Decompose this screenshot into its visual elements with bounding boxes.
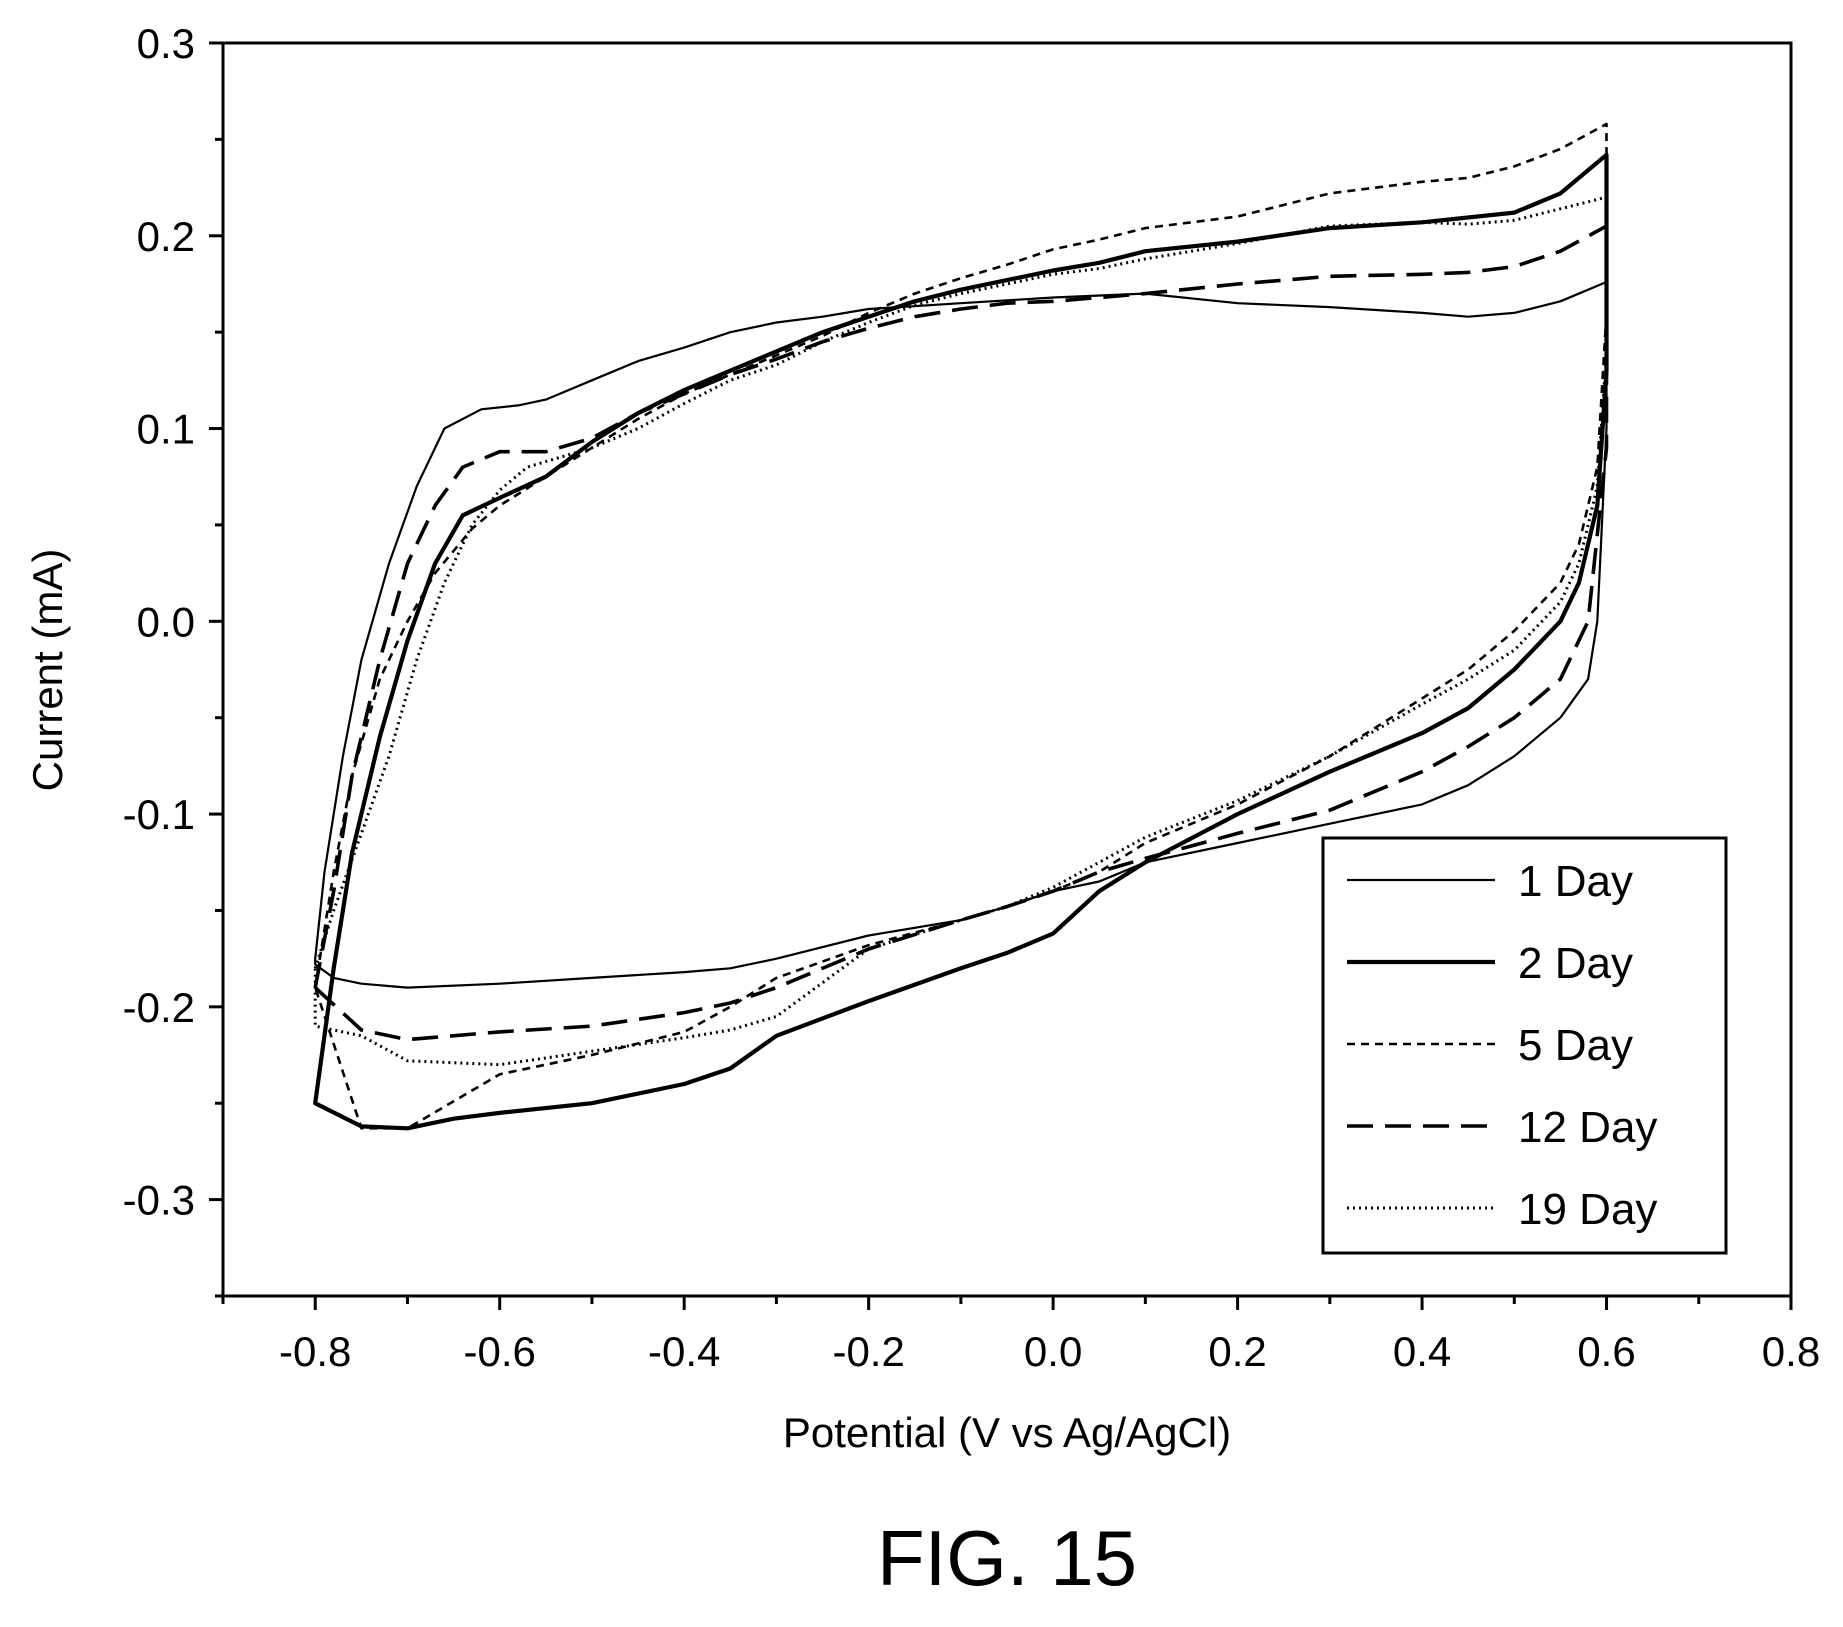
y-axis-title: Current (mA)	[24, 549, 71, 792]
legend-label: 1 Day	[1518, 857, 1633, 906]
x-axis-title: Potential (V vs Ag/AgCl)	[783, 1409, 1231, 1456]
series-line-0	[314, 280, 1608, 989]
y-tick-label: 0.0	[137, 598, 195, 645]
x-tick-label: 0.6	[1577, 1328, 1635, 1375]
series-line-1	[313, 152, 1609, 1131]
x-tick-label: -0.2	[832, 1328, 904, 1375]
x-tick-label: 0.2	[1208, 1328, 1266, 1375]
plot-frame	[221, 41, 1793, 1298]
y-tick-label: 0.1	[137, 406, 195, 453]
series-line-3	[313, 224, 1609, 1042]
legend-label: 19 Day	[1518, 1185, 1657, 1234]
figure-caption: FIG. 15	[877, 1514, 1137, 1602]
series-line-4	[313, 195, 1608, 1067]
legend-label: 12 Day	[1518, 1103, 1657, 1152]
legend: 1 Day 2 Day 5 Day 12 Day 19 Day	[1321, 836, 1728, 1255]
legend-label: 2 Day	[1518, 939, 1633, 988]
y-tick-label: -0.2	[123, 984, 195, 1031]
y-tick-label: -0.1	[123, 791, 195, 838]
x-tick-label: -0.8	[279, 1328, 351, 1375]
y-tick-label: 0.2	[137, 213, 195, 260]
x-tick-label: 0.8	[1762, 1328, 1820, 1375]
y-axis-ticks: 0.3 0.2 0.1 0.0 -0.1 -0.2 -0.3	[123, 20, 223, 1298]
x-tick-label: -0.6	[464, 1328, 536, 1375]
y-tick-label: 0.3	[137, 20, 195, 67]
x-axis-ticks: -0.8 -0.6 -0.4 -0.2 0.0 0.2 0.4 0.6 0.8	[221, 1296, 1820, 1375]
x-tick-label: -0.4	[648, 1328, 720, 1375]
legend-label: 5 Day	[1518, 1021, 1633, 1070]
y-tick-label: -0.3	[123, 1177, 195, 1224]
legend-box	[1321, 836, 1728, 1255]
x-tick-label: 0.4	[1393, 1328, 1451, 1375]
series-line-2	[313, 122, 1608, 1130]
series-lines	[313, 122, 1609, 1131]
x-tick-label: 0.0	[1024, 1328, 1082, 1375]
